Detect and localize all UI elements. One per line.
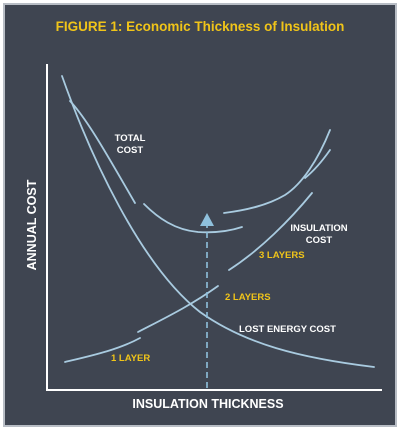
total-cost-label-line1: TOTAL	[115, 133, 146, 144]
insulation-cost-segment-3-layers-a	[228, 192, 313, 271]
curves	[61, 75, 375, 368]
insulation-cost-segment-1-layer	[64, 337, 141, 363]
insulation-cost-label-line2: COST	[306, 235, 333, 246]
three-layers-label: 3 LAYERS	[259, 250, 305, 261]
arrow-head-icon	[200, 213, 214, 226]
x-axis-label: INSULATION THICKNESS	[132, 397, 283, 411]
lost-energy-cost-curve	[61, 75, 375, 368]
two-layers-label: 2 LAYERS	[225, 292, 271, 303]
lost-energy-cost-label: LOST ENERGY COST	[239, 324, 336, 335]
total-cost-curve-left	[69, 100, 136, 204]
one-layer-label: 1 LAYER	[111, 353, 150, 364]
insulation-cost-segment-2-layers	[137, 285, 219, 333]
optimum-arrow	[200, 213, 214, 388]
total-cost-label-line2: COST	[117, 145, 144, 156]
total-cost-curve-bottom	[143, 203, 243, 234]
insulation-cost-segment-3-layers-b	[304, 149, 331, 179]
figure-panel	[3, 3, 397, 427]
total-cost-curve-right	[223, 129, 331, 214]
figure-title: FIGURE 1: Economic Thickness of Insulati…	[56, 19, 345, 34]
insulation-cost-label-line1: INSULATION	[290, 223, 347, 234]
axes	[46, 64, 382, 391]
y-axis-label: ANNUAL COST	[25, 179, 39, 270]
